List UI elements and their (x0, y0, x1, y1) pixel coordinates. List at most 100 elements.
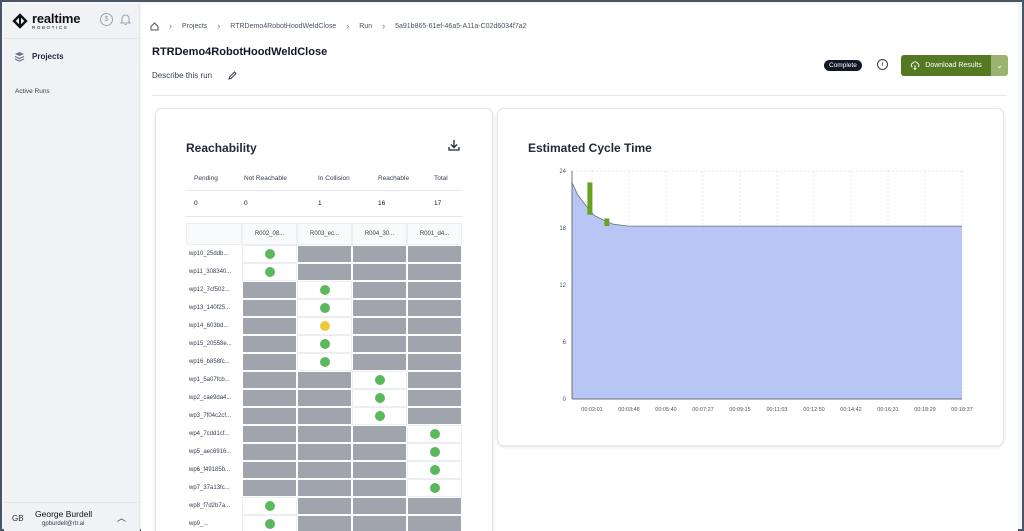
table-row: wp9_... (186, 515, 462, 531)
matrix-column-header[interactable]: R003_ec... (297, 223, 352, 245)
matrix-cell[interactable] (242, 515, 297, 531)
matrix-cell[interactable] (242, 371, 297, 389)
bell-icon[interactable] (119, 13, 132, 26)
matrix-cell[interactable] (297, 299, 352, 317)
matrix-cell[interactable] (297, 371, 352, 389)
matrix-cell[interactable] (352, 335, 407, 353)
page-title: RTRDemo4RobotHoodWeldClose (152, 46, 328, 58)
cycle-time-area (572, 182, 962, 399)
matrix-cell[interactable] (242, 317, 297, 335)
matrix-cell[interactable] (242, 497, 297, 515)
matrix-cell[interactable] (242, 425, 297, 443)
cycle-time-line (571, 182, 962, 227)
x-tick-label: 00:18:29 (914, 407, 935, 413)
table-row: wp5_aec6916... (186, 443, 462, 461)
matrix-cell[interactable] (297, 245, 352, 263)
matrix-cell[interactable] (352, 263, 407, 281)
matrix-cell[interactable] (352, 371, 407, 389)
help-icon[interactable]: $ (100, 13, 113, 26)
matrix-cell[interactable] (407, 461, 462, 479)
summary-header: Not Reachable (244, 175, 287, 182)
logo[interactable]: realtime ROBOTICS (12, 12, 80, 31)
matrix-cell[interactable] (297, 515, 352, 531)
matrix-cell[interactable] (297, 443, 352, 461)
matrix-cell[interactable] (407, 353, 462, 371)
matrix-cell[interactable] (242, 443, 297, 461)
home-icon[interactable] (150, 21, 159, 31)
chevron-down-icon[interactable]: ⌄ (991, 55, 1008, 76)
matrix-cell[interactable] (352, 317, 407, 335)
matrix-cell[interactable] (297, 335, 352, 353)
matrix-cell[interactable] (407, 245, 462, 263)
matrix-cell[interactable] (352, 443, 407, 461)
matrix-cell[interactable] (297, 479, 352, 497)
matrix-cell[interactable] (407, 443, 462, 461)
matrix-column-header[interactable]: R004_30... (352, 223, 407, 245)
matrix-cell[interactable] (407, 317, 462, 335)
matrix-cell[interactable] (297, 317, 352, 335)
matrix-cell[interactable] (407, 389, 462, 407)
matrix-cell[interactable] (352, 479, 407, 497)
matrix-cell[interactable] (242, 479, 297, 497)
matrix-cell[interactable] (352, 299, 407, 317)
matrix-cell[interactable] (242, 299, 297, 317)
matrix-cell[interactable] (407, 371, 462, 389)
matrix-cell[interactable] (407, 479, 462, 497)
chevron-up-icon[interactable]: ︿ (117, 513, 127, 523)
matrix-cell[interactable] (407, 497, 462, 515)
matrix-cell[interactable] (297, 407, 352, 425)
matrix-header-row: R002_08... R003_ec... R004_30... R001_d4… (186, 223, 462, 245)
matrix-cell[interactable] (242, 461, 297, 479)
matrix-cell[interactable] (242, 407, 297, 425)
matrix-cell[interactable] (297, 353, 352, 371)
matrix-cell[interactable] (352, 245, 407, 263)
matrix-row-label: wp16_b858fc... (189, 359, 230, 365)
pencil-icon[interactable] (228, 71, 237, 80)
matrix-cell[interactable] (297, 461, 352, 479)
matrix-cell[interactable] (352, 497, 407, 515)
matrix-cell[interactable] (297, 497, 352, 515)
matrix-cell[interactable] (407, 281, 462, 299)
matrix-cell[interactable] (242, 281, 297, 299)
matrix-cell[interactable] (352, 461, 407, 479)
matrix-cell[interactable] (407, 407, 462, 425)
info-icon[interactable]: i (877, 59, 888, 70)
cycle-time-bar (604, 218, 610, 227)
matrix-cell[interactable] (352, 425, 407, 443)
table-row: wp2_cae9da4... (186, 389, 462, 407)
matrix-row-label: wp12_7cf502... (189, 287, 230, 293)
matrix-cell[interactable] (242, 389, 297, 407)
matrix-cell[interactable] (407, 299, 462, 317)
y-tick-label: 24 (559, 169, 566, 175)
matrix-column-header[interactable]: R002_08... (242, 223, 297, 245)
matrix-cell[interactable] (297, 263, 352, 281)
sidebar-item-projects[interactable]: Projects (14, 51, 64, 62)
matrix-cell[interactable] (352, 353, 407, 371)
breadcrumb-run[interactable]: Run (359, 22, 373, 30)
matrix-cell[interactable] (352, 281, 407, 299)
download-results-button[interactable]: Download Results (901, 55, 991, 76)
matrix-cell[interactable] (407, 425, 462, 443)
matrix-cell[interactable] (352, 407, 407, 425)
describe-run[interactable]: Describe this run (152, 71, 237, 80)
matrix-cell[interactable] (242, 353, 297, 371)
x-tick-label: 00:02:01 (581, 407, 602, 413)
summary-header-row: Pending Not Reachable In Collision Reach… (186, 167, 462, 191)
matrix-cell[interactable] (297, 281, 352, 299)
user-menu[interactable]: GB George Burdell gpburdell@rtr.ai ︿ (4, 502, 140, 531)
matrix-cell[interactable] (407, 335, 462, 353)
download-icon[interactable] (448, 139, 460, 151)
breadcrumb-project[interactable]: RTRDemo4RobotHoodWeldClose (230, 22, 337, 30)
sidebar-divider (4, 38, 140, 39)
matrix-cell[interactable] (407, 515, 462, 531)
matrix-cell[interactable] (242, 263, 297, 281)
matrix-cell[interactable] (352, 515, 407, 531)
matrix-cell[interactable] (407, 263, 462, 281)
matrix-cell[interactable] (297, 389, 352, 407)
matrix-column-header[interactable]: R001_d4... (407, 223, 462, 245)
matrix-cell[interactable] (297, 425, 352, 443)
breadcrumb-projects[interactable]: Projects (182, 22, 208, 30)
matrix-cell[interactable] (242, 335, 297, 353)
matrix-cell[interactable] (242, 245, 297, 263)
matrix-cell[interactable] (352, 389, 407, 407)
